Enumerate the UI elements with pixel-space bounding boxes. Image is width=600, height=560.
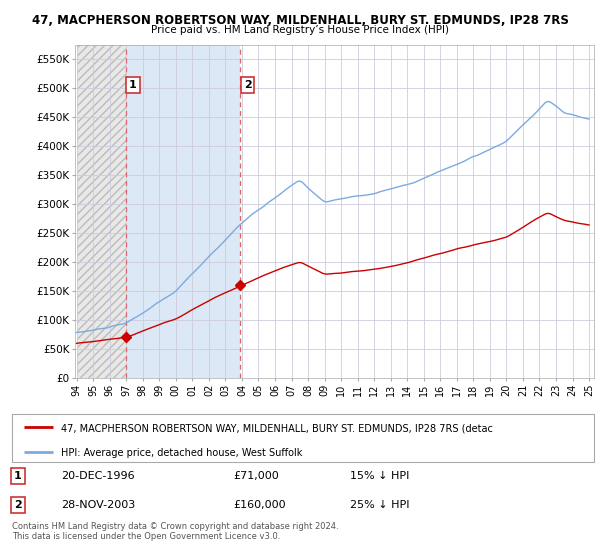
Bar bbox=[126, 45, 241, 378]
Text: £71,000: £71,000 bbox=[233, 471, 279, 481]
Text: 47, MACPHERSON ROBERTSON WAY, MILDENHALL, BURY ST. EDMUNDS, IP28 7RS (detac: 47, MACPHERSON ROBERTSON WAY, MILDENHALL… bbox=[61, 424, 493, 433]
Text: 20-DEC-1996: 20-DEC-1996 bbox=[61, 471, 135, 481]
Text: 15% ↓ HPI: 15% ↓ HPI bbox=[350, 471, 409, 481]
Text: 1: 1 bbox=[129, 80, 137, 90]
Text: 25% ↓ HPI: 25% ↓ HPI bbox=[350, 500, 409, 510]
Text: 47, MACPHERSON ROBERTSON WAY, MILDENHALL, BURY ST. EDMUNDS, IP28 7RS: 47, MACPHERSON ROBERTSON WAY, MILDENHALL… bbox=[32, 14, 568, 27]
Text: Contains HM Land Registry data © Crown copyright and database right 2024.
This d: Contains HM Land Registry data © Crown c… bbox=[12, 522, 338, 542]
Text: 28-NOV-2003: 28-NOV-2003 bbox=[61, 500, 136, 510]
Bar bbox=[77, 45, 126, 378]
Text: £160,000: £160,000 bbox=[233, 500, 286, 510]
Text: 2: 2 bbox=[244, 80, 251, 90]
Text: 1: 1 bbox=[14, 471, 22, 481]
Text: 2: 2 bbox=[14, 500, 22, 510]
FancyBboxPatch shape bbox=[12, 414, 594, 462]
Text: HPI: Average price, detached house, West Suffolk: HPI: Average price, detached house, West… bbox=[61, 448, 303, 458]
Text: Price paid vs. HM Land Registry’s House Price Index (HPI): Price paid vs. HM Land Registry’s House … bbox=[151, 25, 449, 35]
